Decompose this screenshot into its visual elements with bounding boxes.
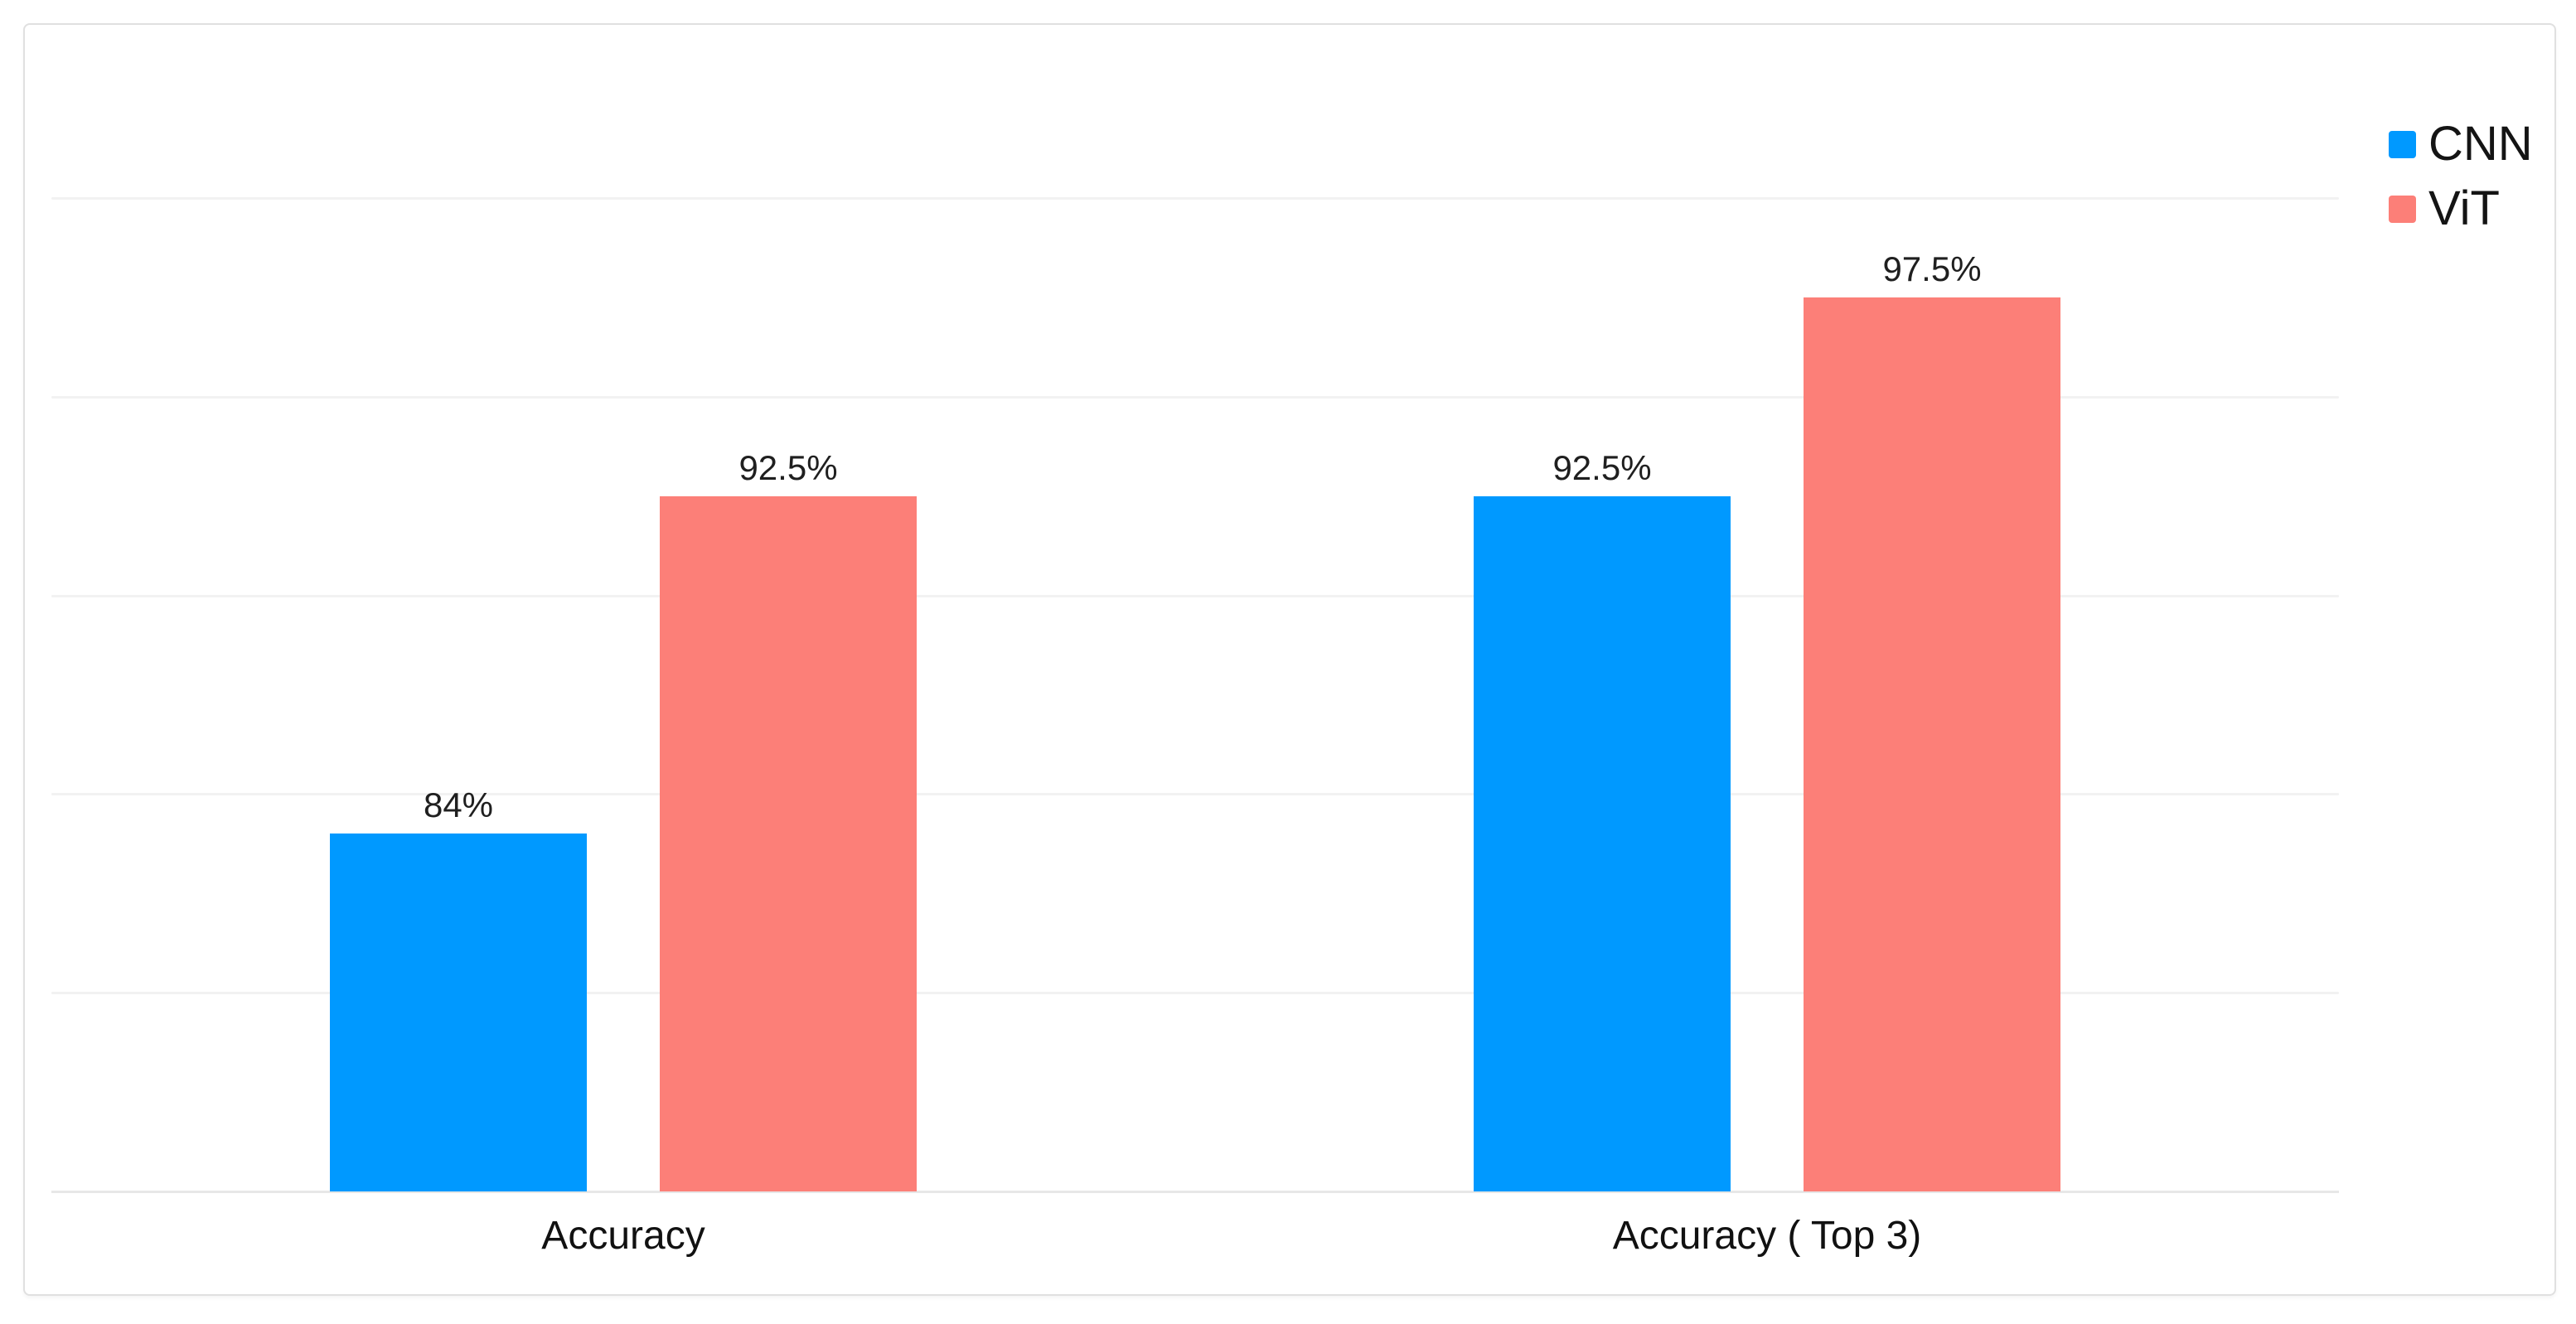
legend-swatch-vit bbox=[2389, 195, 2416, 223]
bar-value-label: 92.5% bbox=[1552, 447, 1652, 487]
chart-card: Accuracy 84% 92.5% Accuracy ( Top 3) 92.5% 97… bbox=[23, 23, 2556, 1296]
x-axis-category-label: Accuracy ( Top 3) bbox=[1612, 1214, 1922, 1258]
bar-value-label: 84% bbox=[423, 785, 494, 825]
chart-legend: CNN ViT bbox=[2389, 118, 2533, 235]
bar-vit-1[interactable] bbox=[660, 495, 917, 1191]
legend-label: CNN bbox=[2428, 117, 2533, 171]
gridline bbox=[51, 793, 2339, 796]
bar-vit-2[interactable] bbox=[1804, 297, 2060, 1191]
bar-cnn-1[interactable] bbox=[330, 834, 587, 1191]
bar-value-label: 92.5% bbox=[738, 447, 838, 487]
legend-swatch-cnn bbox=[2389, 130, 2416, 158]
bar-cnn-2[interactable] bbox=[1474, 495, 1731, 1191]
bar-value-label: 97.5% bbox=[1882, 249, 1982, 288]
gridline bbox=[51, 594, 2339, 597]
gridline bbox=[51, 992, 2339, 995]
gridline bbox=[51, 197, 2339, 200]
legend-item-cnn[interactable]: CNN bbox=[2389, 118, 2533, 171]
bar-chart-plot: Accuracy 84% 92.5% Accuracy ( Top 3) 92.5% 97… bbox=[25, 25, 2554, 1294]
legend-item-vit[interactable]: ViT bbox=[2389, 182, 2533, 235]
x-axis-category-label: Accuracy bbox=[541, 1214, 705, 1258]
x-axis-line bbox=[51, 1191, 2339, 1193]
legend-label: ViT bbox=[2428, 181, 2500, 235]
gridline bbox=[51, 395, 2339, 399]
